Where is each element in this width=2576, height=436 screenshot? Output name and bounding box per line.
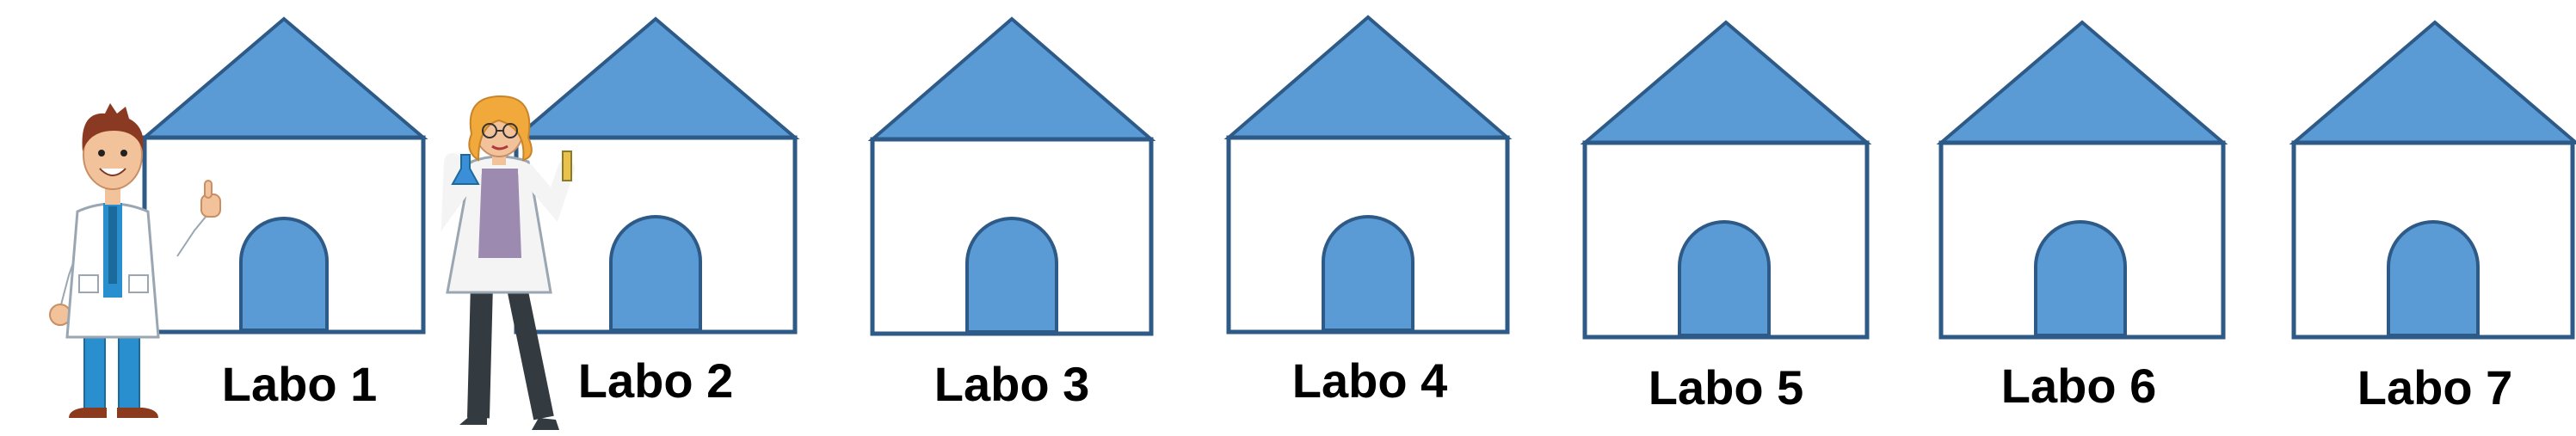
lab-house-1: Labo 1 <box>139 16 428 411</box>
house-door <box>965 217 1058 334</box>
lab-house-4: Labo 4 <box>1223 15 1513 408</box>
house-door <box>2387 220 2480 337</box>
house-roof <box>511 16 800 139</box>
house-door <box>609 215 702 332</box>
house-roof <box>1936 20 2228 144</box>
house-door <box>239 217 329 332</box>
lab-label-4: Labo 4 <box>1292 353 1447 408</box>
lab-label-7: Labo 7 <box>2357 360 2512 415</box>
lab-house-5: Labo 5 <box>1580 20 1872 415</box>
lab-label-6: Labo 6 <box>2001 359 2156 413</box>
house-roof <box>139 16 428 139</box>
house-roof <box>1223 15 1513 139</box>
house-roof <box>867 16 1156 141</box>
lab-house-3: Labo 3 <box>867 16 1156 411</box>
lab-label-2: Labo 2 <box>578 353 733 408</box>
lab-label-3: Labo 3 <box>934 357 1089 411</box>
female-scientist-illustration <box>441 95 575 430</box>
lab-label-1: Labo 1 <box>222 357 377 411</box>
house-door <box>1678 220 1771 337</box>
male-scientist-illustration <box>49 103 221 418</box>
lab-house-7: Labo 7 <box>2289 20 2576 415</box>
lab-label-5: Labo 5 <box>1649 360 1803 415</box>
house-roof <box>2289 20 2576 144</box>
lab-house-6: Labo 6 <box>1936 20 2228 413</box>
house-door <box>1322 215 1414 332</box>
house-door <box>2034 220 2127 337</box>
house-roof <box>1580 20 1872 144</box>
